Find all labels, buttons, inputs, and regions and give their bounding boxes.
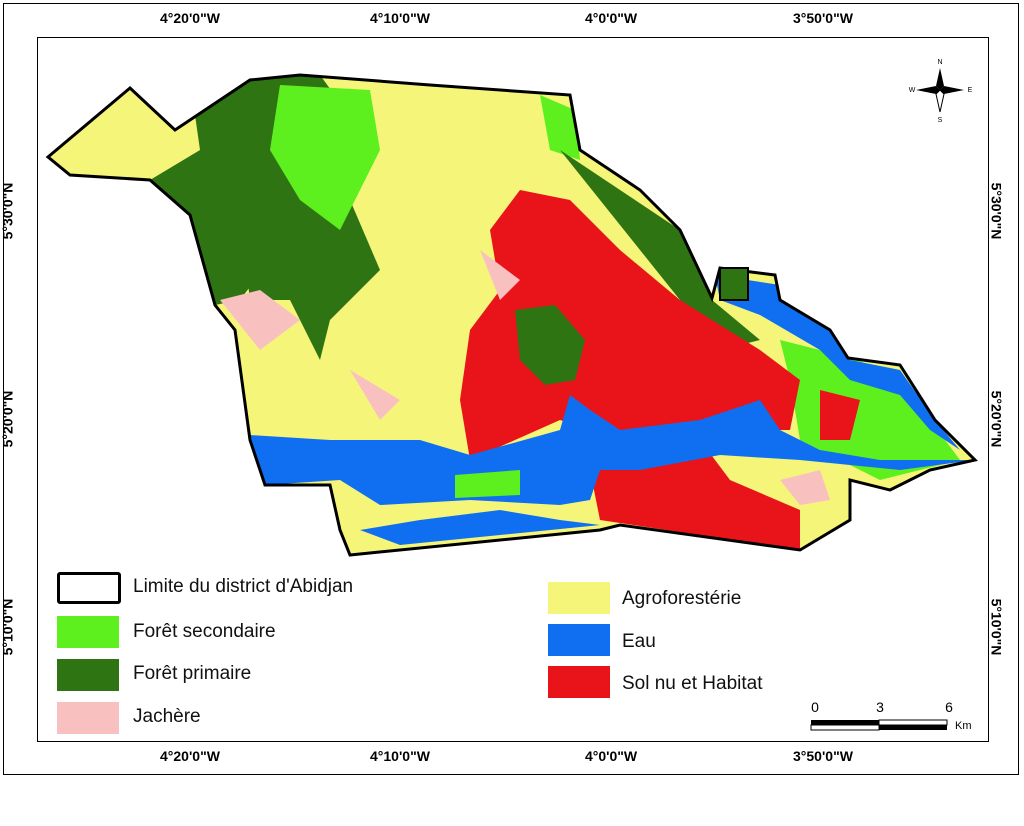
top-tick: 4°0'0"W: [585, 10, 638, 26]
legend-swatch-agroforestry: [548, 582, 610, 614]
south-label: S: [938, 117, 943, 124]
legend-label: Forêt secondaire: [133, 621, 276, 642]
scale-bar: 0 3 6 Km: [810, 699, 972, 732]
bottom-tick: 4°0'0"W: [585, 748, 638, 764]
legend-swatch-fallow: [57, 702, 119, 734]
secondary-forest-east: [780, 340, 960, 480]
scale-label-0: 0: [811, 699, 819, 715]
scale-unit: Km: [955, 720, 972, 732]
legend-swatch-secondary-forest: [57, 616, 119, 648]
primary-forest-central: [240, 200, 380, 360]
legend-label: Limite du district d'Abidjan: [133, 576, 354, 597]
scale-label-3: 3: [876, 699, 884, 715]
west-label: W: [909, 87, 916, 94]
north-arrow-icon: [936, 68, 944, 90]
legend-label: Jachère: [133, 706, 201, 727]
north-label: N: [937, 59, 942, 66]
secondary-forest-ne: [540, 95, 580, 160]
secondary-forest-south: [455, 470, 520, 498]
top-tick: 4°20'0"W: [160, 10, 220, 26]
map-frame: [37, 37, 989, 742]
legend-swatch-bare-soil: [548, 666, 610, 698]
lagoon-water: [250, 395, 975, 505]
outer-frame: [3, 3, 1019, 775]
primary-forest-ne-patch: [719, 267, 749, 301]
bottom-tick: 4°10'0"W: [370, 748, 430, 764]
north-arrow[interactable]: N S E W: [909, 59, 973, 124]
secondary-forest-north: [270, 85, 380, 230]
legend-label: Agroforestérie: [622, 588, 742, 609]
legend-swatch-boundary: [57, 572, 121, 604]
bottom-tick: 4°20'0"W: [160, 748, 220, 764]
primary-forest-banco: [515, 305, 585, 385]
lagoon-east-water: [715, 275, 960, 450]
legend-swatch-water: [548, 624, 610, 656]
primary-forest-east: [560, 150, 760, 350]
bare-soil-habitat-east: [820, 390, 860, 440]
coastal-water: [360, 510, 600, 545]
legend-swatch-primary-forest: [57, 659, 119, 691]
bottom-tick: 3°50'0"W: [793, 748, 853, 764]
legend-label: Sol nu et Habitat: [622, 673, 763, 694]
bare-soil-habitat-center: [460, 190, 800, 460]
top-tick: 3°50'0"W: [793, 10, 853, 26]
legend-label: Eau: [622, 631, 656, 652]
scale-label-6: 6: [945, 699, 953, 715]
legend-label: Forêt primaire: [133, 663, 252, 684]
east-label: E: [968, 87, 973, 94]
top-tick: 4°10'0"W: [370, 10, 430, 26]
